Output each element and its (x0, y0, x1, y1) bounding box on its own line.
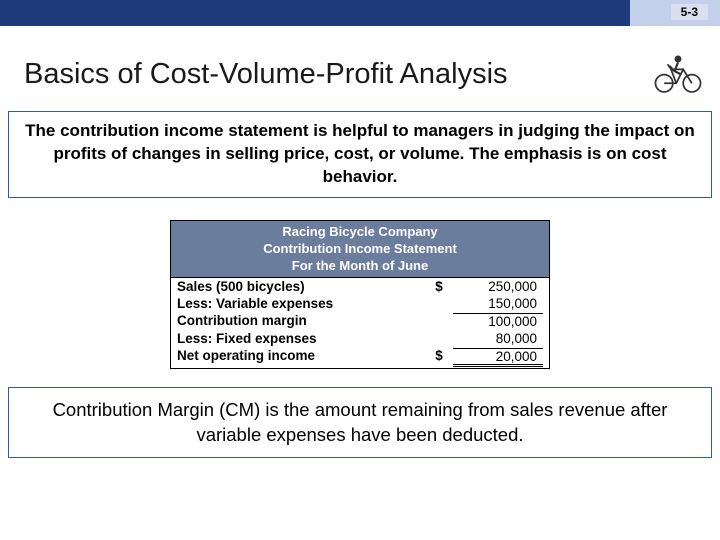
income-statement: Racing Bicycle Company Contribution Inco… (170, 220, 550, 370)
row-currency: $ (425, 279, 453, 294)
statement-row: Less: Variable expenses 150,000 (171, 295, 549, 312)
row-label: Less: Variable expenses (177, 296, 425, 311)
row-currency: $ (425, 348, 453, 367)
row-label: Net operating income (177, 348, 425, 367)
intro-box: The contribution income statement is hel… (8, 111, 712, 198)
statement-header-line1: Racing Bicycle Company (171, 224, 549, 241)
row-value: 100,000 (453, 313, 543, 329)
row-label: Sales (500 bicycles) (177, 279, 425, 294)
row-currency (425, 313, 453, 329)
row-currency (425, 331, 453, 346)
title-row: Basics of Cost-Volume-Profit Analysis (0, 26, 720, 111)
statement-container: Racing Bicycle Company Contribution Inco… (0, 220, 720, 370)
row-value: 250,000 (453, 279, 543, 294)
statement-row: Less: Fixed expenses 80,000 (171, 330, 549, 347)
statement-header-line3: For the Month of June (171, 258, 549, 275)
statement-header: Racing Bicycle Company Contribution Inco… (171, 221, 549, 279)
row-label: Less: Fixed expenses (177, 331, 425, 346)
statement-header-line2: Contribution Income Statement (171, 241, 549, 258)
statement-row: Net operating income$20,000 (171, 347, 549, 368)
footer-box: Contribution Margin (CM) is the amount r… (8, 387, 712, 457)
page-number: 5-3 (671, 4, 708, 20)
statement-row: Contribution margin 100,000 (171, 312, 549, 330)
statement-body: Sales (500 bicycles)$250,000Less: Variab… (171, 278, 549, 368)
statement-row: Sales (500 bicycles)$250,000 (171, 278, 549, 295)
row-value: 20,000 (453, 348, 543, 367)
top-bar: 5-3 (0, 0, 720, 26)
row-value: 150,000 (453, 296, 543, 311)
cyclist-icon (652, 48, 704, 101)
row-value: 80,000 (453, 331, 543, 346)
row-currency (425, 296, 453, 311)
row-label: Contribution margin (177, 313, 425, 329)
slide-title: Basics of Cost-Volume-Profit Analysis (24, 58, 508, 91)
